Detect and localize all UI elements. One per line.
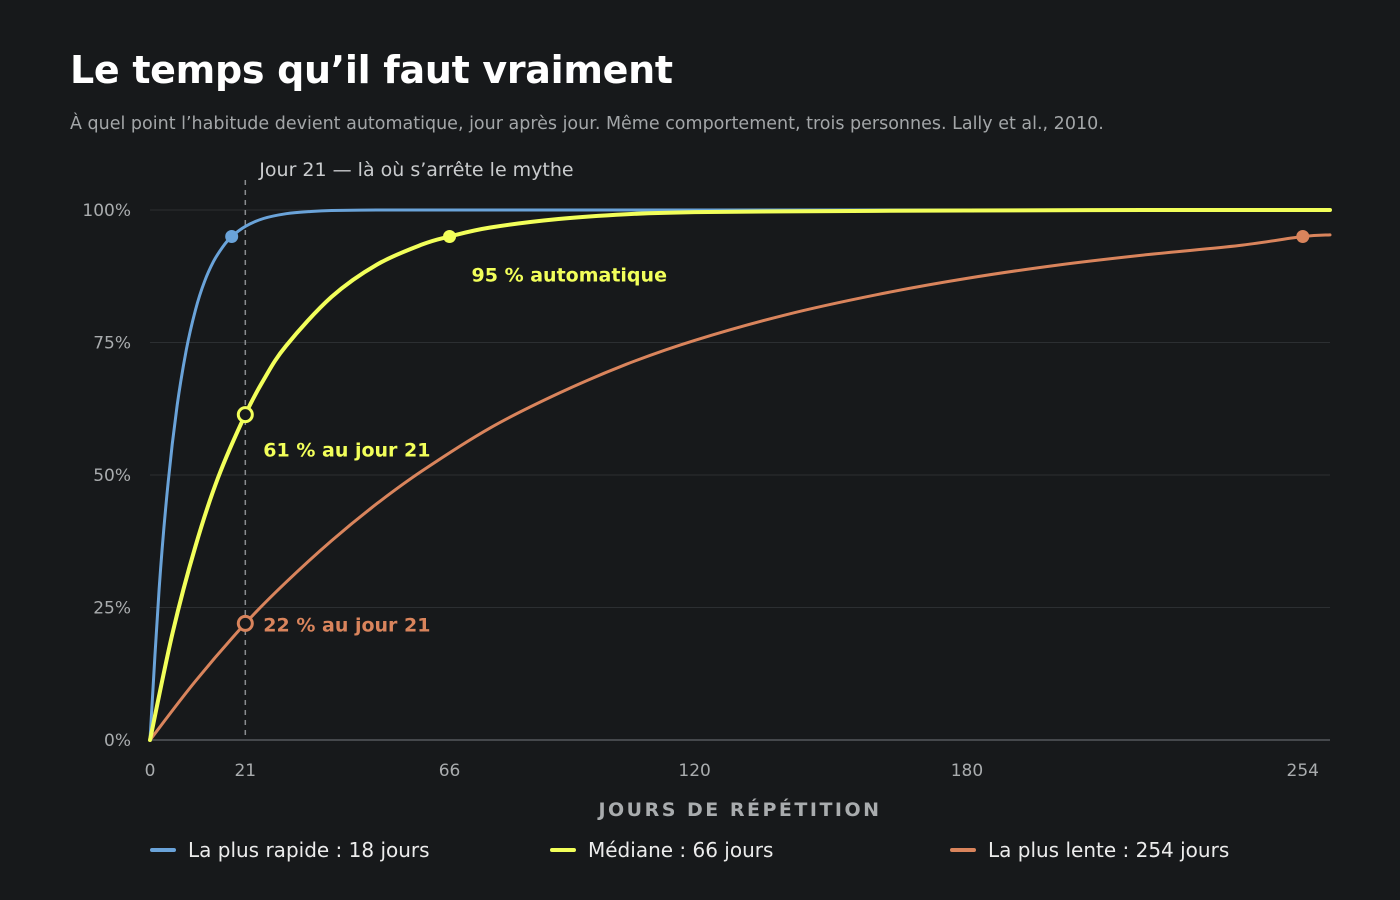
annotation-label: 95 % automatique	[472, 265, 667, 287]
marker-fast-day18	[225, 230, 239, 243]
legend: La plus rapide : 18 jours Médiane : 66 j…	[0, 838, 1400, 878]
y-tick-label: 0%	[104, 731, 131, 751]
y-tick-label: 25%	[93, 599, 131, 619]
grid-layer	[150, 209, 1330, 741]
chart-subtitle: À quel point l’habitude devient automati…	[70, 114, 1104, 134]
x-tick-label: 0	[145, 761, 156, 781]
x-tick-label: 254	[1287, 761, 1319, 781]
series-line-fast	[148, 208, 1332, 742]
annotation-label: 22 % au jour 21	[263, 614, 430, 636]
x-tick-label: 66	[439, 761, 461, 781]
x-axis-title: JOURS DE RÉPÉTITION	[596, 798, 881, 821]
annotation-layer: 95 % automatique 61 % au jour 21 22 % au j…	[263, 265, 667, 637]
x-tick-label: 120	[678, 761, 710, 781]
y-tick-label: 50%	[93, 466, 131, 486]
legend-item-median: Médiane : 66 jours	[550, 838, 773, 862]
y-tick-label: 100%	[82, 201, 131, 221]
legend-item-fast: La plus rapide : 18 jours	[150, 838, 430, 862]
reference-layer: Jour 21 — là où s’arrête le mythe	[244, 159, 574, 740]
tick-layer: 0% 25% 50% 75% 100% 0 21 66 120 180 254	[82, 201, 1319, 781]
marker-median-day21	[236, 406, 254, 424]
legend-label-slow: La plus lente : 254 jours	[988, 838, 1230, 862]
marker-median-day66	[443, 230, 457, 243]
legend-swatch-median	[550, 848, 576, 852]
legend-swatch-fast	[150, 848, 176, 852]
marker-slow-day254	[1296, 230, 1310, 243]
legend-swatch-slow	[950, 848, 976, 852]
x-tick-label: 21	[234, 761, 256, 781]
legend-label-median: Médiane : 66 jours	[588, 838, 774, 862]
marker-layer	[225, 230, 1310, 632]
marker-slow-day21	[236, 614, 254, 632]
y-tick-label: 75%	[93, 334, 131, 354]
legend-item-slow: La plus lente : 254 jours	[950, 838, 1229, 862]
legend-label-fast: La plus rapide : 18 jours	[188, 838, 430, 862]
reference-line-label: Jour 21 — là où s’arrête le mythe	[258, 159, 573, 181]
chart-title: Le temps qu’il faut vraiment	[70, 48, 673, 92]
annotation-label: 61 % au jour 21	[263, 440, 430, 462]
series-line-slow	[148, 233, 1332, 742]
x-tick-label: 180	[951, 761, 983, 781]
